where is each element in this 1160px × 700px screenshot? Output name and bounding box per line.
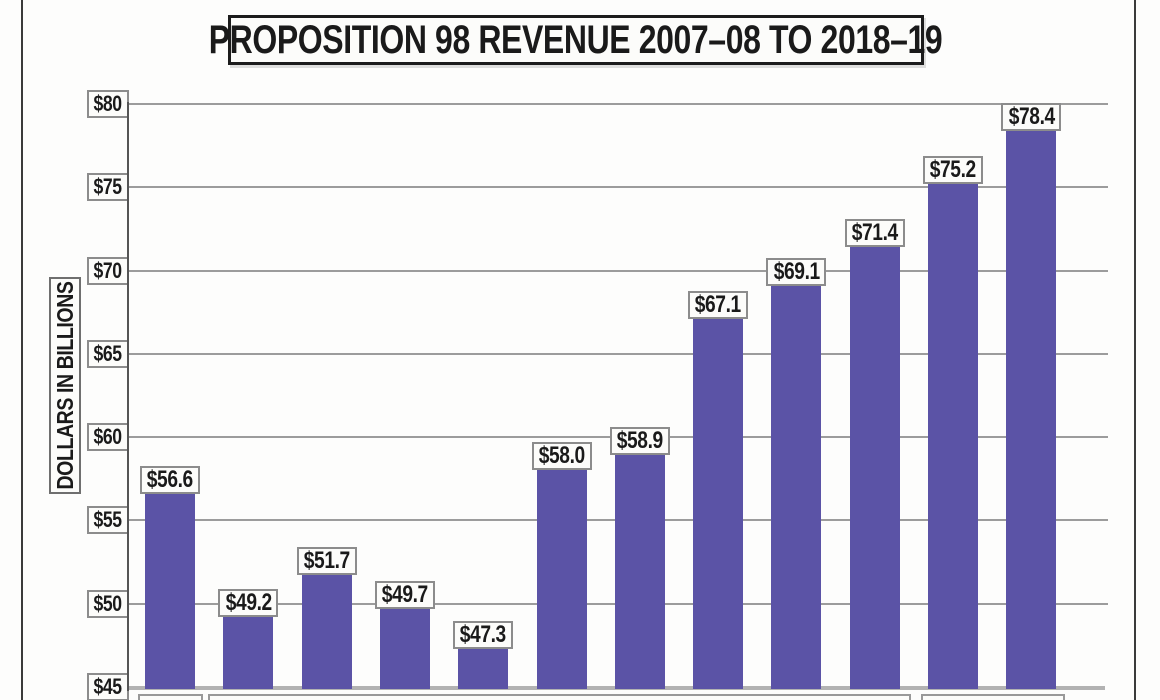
bar-value-box: $49.2 (218, 589, 279, 618)
bar-value-box: $75.2 (923, 155, 983, 184)
bar-value-box: $67.1 (688, 290, 749, 319)
chart-title: PROPOSITION 98 REVENUE 2007–08 TO 2018–1… (209, 18, 943, 62)
bar-value-box: $69.1 (766, 257, 827, 286)
bar (379, 608, 430, 689)
y-axis-line (127, 102, 129, 691)
bar-value-label: $51.7 (303, 547, 350, 575)
bar-value-label: $69.1 (773, 257, 820, 285)
gridline (128, 103, 1108, 105)
bar-value-box: $58.0 (531, 442, 592, 471)
y-tick-label: $70 (93, 257, 123, 283)
gridline (128, 186, 1108, 189)
x-axis-label-box-partial (138, 694, 203, 700)
y-tick-label: $45 (93, 674, 123, 699)
bar (458, 648, 509, 689)
bar (771, 285, 822, 689)
gridline (128, 269, 1108, 272)
bar-value-box: $51.7 (296, 547, 357, 576)
bar-value-label: $78.4 (1008, 102, 1055, 130)
outer-frame-right-line (1134, 0, 1136, 700)
bar-value-label: $71.4 (851, 219, 898, 247)
bar-value-label: $49.7 (381, 580, 428, 608)
bar-value-label: $67.1 (695, 290, 742, 318)
bar (1006, 130, 1057, 689)
y-tick-label: $55 (93, 507, 123, 533)
y-tick-box: $65 (87, 339, 129, 368)
x-axis-label-box-partial (921, 694, 1065, 700)
y-tick-box: $55 (87, 506, 129, 535)
bar-value-label: $49.2 (225, 589, 272, 617)
y-axis-title: DOLLARS IN BILLIONS (51, 281, 78, 490)
y-tick-box: $45 (87, 673, 129, 700)
y-tick-box: $60 (87, 423, 129, 452)
bar-value-label: $56.6 (146, 465, 194, 493)
outer-frame-left-line (21, 0, 23, 700)
bar (614, 455, 665, 689)
y-tick-box: $80 (87, 90, 129, 118)
y-tick-label: $60 (93, 424, 123, 450)
bar-value-box: $71.4 (844, 219, 905, 248)
bar (536, 470, 587, 689)
y-tick-box: $70 (87, 256, 129, 285)
bar-value-label: $58.9 (616, 427, 663, 455)
bar-value-box: $78.4 (1001, 102, 1062, 131)
bar (849, 247, 900, 689)
bar (693, 318, 744, 689)
bar (928, 183, 978, 689)
gridline (128, 352, 1108, 355)
x-axis-label-box-partial (208, 694, 911, 700)
y-tick-box: $50 (87, 589, 129, 618)
bar-value-box: $49.7 (374, 580, 435, 609)
bar (223, 617, 274, 689)
bar-value-label: $75.2 (929, 155, 977, 183)
y-tick-label: $65 (93, 340, 123, 366)
bar-value-box: $47.3 (453, 620, 514, 649)
bar-value-box: $58.9 (609, 427, 670, 456)
bar (301, 575, 352, 689)
y-tick-label: $75 (93, 174, 123, 200)
y-tick-box: $75 (87, 173, 129, 202)
bar-value-label: $58.0 (538, 442, 585, 470)
y-tick-label: $50 (93, 590, 123, 616)
bar-value-label: $47.3 (460, 620, 507, 648)
y-tick-label: $80 (93, 91, 123, 116)
y-axis-title-box: DOLLARS IN BILLIONS (49, 277, 81, 494)
bar-value-box: $56.6 (140, 465, 200, 494)
bar (145, 493, 195, 689)
chart-title-box: PROPOSITION 98 REVENUE 2007–08 TO 2018–1… (209, 15, 943, 65)
